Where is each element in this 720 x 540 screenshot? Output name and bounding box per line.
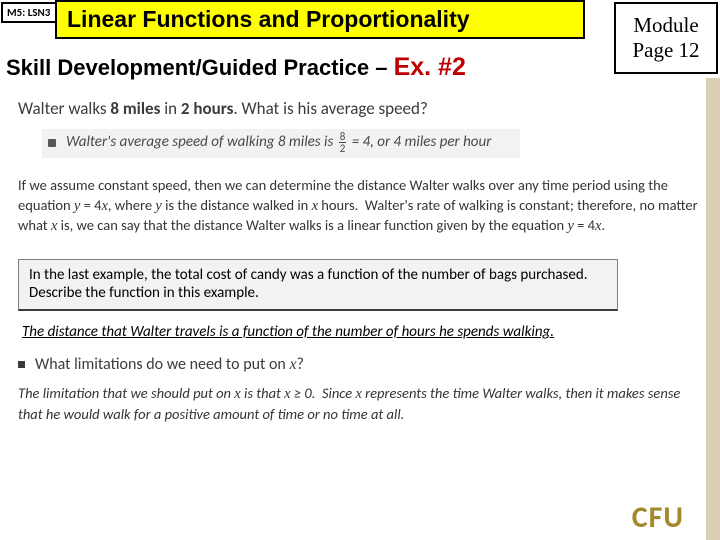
lim-answer-text: The limitation that we should put on x i…: [18, 384, 680, 423]
ans-pre: Walter's average speed of walking 8 mile…: [66, 133, 337, 151]
ans-post: = 4, or 4 miles per hour: [352, 133, 492, 151]
limq-var: x: [289, 356, 296, 373]
prompt-text: In the last example, the total cost of c…: [29, 266, 588, 303]
module-page-box: Module Page 12: [614, 2, 718, 74]
subtitle: Skill Development/Guided Practice – Ex. …: [6, 53, 720, 82]
subtitle-pre: Skill Development/Guided Practice –: [6, 55, 394, 80]
question-main: Walter walks 8 miles in 2 hours. What is…: [18, 98, 702, 119]
fraction-den: 2: [339, 143, 347, 154]
module-tag: M5: LSN3: [1, 2, 57, 23]
limq-pre: What limitations do we need to put on: [35, 355, 289, 374]
header: M5: LSN3 Linear Functions and Proportion…: [0, 0, 720, 39]
lesson-title: Linear Functions and Proportionality: [55, 0, 585, 39]
q-mid: in: [160, 98, 181, 119]
limq-post: ?: [297, 355, 304, 374]
bullet-icon: [18, 361, 25, 368]
q-lead: Walter walks: [18, 98, 110, 119]
q-tail: . What is his average speed?: [233, 98, 427, 119]
answer-text: Walter's average speed of walking 8 mile…: [66, 131, 491, 154]
cfu-label: CFU: [632, 499, 684, 536]
page-number: Page 12: [616, 38, 716, 63]
prompt-answer: The distance that Walter travels is a fu…: [22, 323, 702, 341]
fraction: 8 2: [339, 131, 347, 154]
example-number: Ex. #2: [394, 53, 466, 81]
q-miles: 8 miles: [110, 98, 160, 119]
prompt-box: In the last example, the total cost of c…: [18, 259, 618, 312]
limitations-question: What limitations do we need to put on x?: [18, 355, 720, 374]
limitations-answer: The limitation that we should put on x i…: [18, 384, 702, 424]
explain-text: If we assume constant speed, then we can…: [18, 176, 698, 234]
q-hours: 2 hours: [181, 98, 233, 119]
bullet-icon: [48, 139, 56, 147]
limq-text: What limitations do we need to put on x?: [35, 355, 304, 374]
module-label: Module: [616, 13, 716, 38]
decorative-right-bar: [706, 78, 720, 540]
explanation: If we assume constant speed, then we can…: [18, 176, 702, 237]
answer-box: Walter's average speed of walking 8 mile…: [42, 129, 520, 158]
content-region: Walter walks 8 miles in 2 hours. What is…: [18, 98, 702, 237]
